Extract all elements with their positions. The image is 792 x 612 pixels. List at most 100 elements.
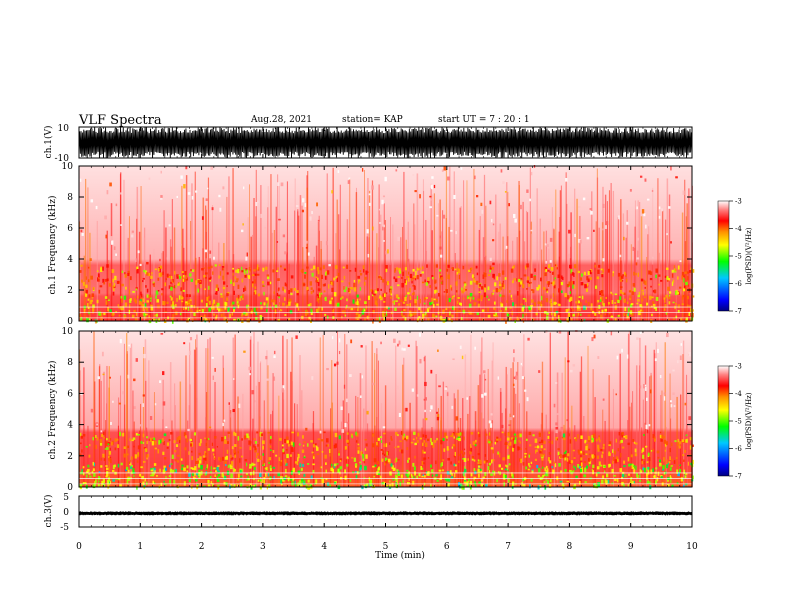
spectrogram-cell [545,260,548,264]
spectrogram-cell [195,460,198,465]
spectrogram-cell [214,264,217,267]
spectrogram-cell [477,298,480,301]
spectrogram-cell [417,268,420,271]
spectrogram-cell [413,476,415,479]
spectrogram-cell [92,461,94,466]
spectrogram-cell [488,462,492,466]
spectrogram-cell [355,440,358,443]
spectrogram-cell [342,266,345,269]
spectrogram-streak [348,413,350,487]
spectrogram-cell [145,454,148,458]
spectrogram-cell [92,307,95,312]
spectrogram-cell [379,295,381,299]
spectrogram-cell [498,273,501,277]
spectrogram-streak [684,179,686,321]
spectrogram-cell [223,281,226,285]
spectrogram-cell [359,461,361,464]
spectrogram-streak [608,190,611,321]
spectrogram-cell [95,479,97,483]
spectrogram-cell [87,266,90,269]
spectrogram-cell [289,298,292,302]
spectrogram-cell [528,282,531,284]
spectrogram-cell [638,310,641,316]
spectrogram-cell [262,267,265,272]
spectrogram-cell [142,280,144,283]
spectrogram-cell [396,385,399,390]
spectrogram-cell [205,467,207,470]
colorbar-tick-label: -7 [735,308,742,316]
spectrogram-cell [586,237,590,240]
spectrogram-cell [580,435,583,440]
spectrogram-cell [247,477,251,481]
spectrogram-streak [87,187,89,321]
spectrogram-cell [403,433,406,437]
spectrogram-cell [623,312,626,317]
spectrogram-cell [285,449,288,451]
spectrogram-streak [598,227,600,321]
spectrogram-cell [338,453,340,456]
spectrogram-cell [105,441,108,444]
spectrogram-cell [216,445,219,448]
spectrogram-streak [374,425,376,487]
spectrogram-cell [203,457,206,461]
spectrogram-cell [573,285,576,289]
spectrogram-cell [194,466,197,471]
spectrogram-cell [277,288,280,292]
spectrogram-cell [607,479,610,484]
spectrogram-streak [321,426,323,487]
spectrogram-cell [600,448,603,452]
spectrogram-streak [445,169,447,321]
spectrogram-cell [651,313,653,317]
spectrogram-cell [270,299,274,303]
spectrogram-cell [648,481,651,484]
spectrogram-cell [455,416,459,421]
spectrogram-cell [622,274,624,277]
spectrogram-cell [670,241,672,244]
spectrogram-streak [619,353,621,487]
spectrogram-cell [359,307,362,311]
spectrogram-cell [240,455,244,458]
spectrogram-cell [241,438,244,441]
spectrogram-cell [599,464,601,467]
spectrogram-cell [677,309,680,313]
spectrogram-cell [518,283,521,287]
spectrogram-cell [139,424,142,427]
spectrogram-cell [626,317,629,320]
spectrogram-cell [411,388,415,392]
spectrogram-cell [435,460,437,465]
spectrogram-cell [198,442,202,447]
spectrogram-cell [473,302,477,306]
spectrogram-cell [470,432,474,435]
spectrogram-cell [132,468,135,473]
spectrogram-cell [355,312,359,316]
spectrogram-cell [429,285,431,288]
spectrogram-cell [207,448,210,451]
spectrogram-cell [411,280,413,284]
spectrogram-cell [223,419,226,422]
spectrogram-cell [415,436,418,440]
spectrogram-cell [553,182,555,186]
spectrogram-cell [277,182,280,186]
spectrogram-streak [198,256,201,321]
spectrogram-cell [365,270,368,275]
spectrogram-cell [394,446,397,449]
spectrogram-cell [338,350,341,355]
spectrogram-cell [189,438,193,442]
spectrogram-cell [612,456,615,461]
spectrogram-cell [458,309,462,313]
spectrogram-cell [176,460,179,463]
spectrogram-cell [412,462,415,467]
spectrogram-cell [578,450,581,455]
spectrogram-cell [100,311,103,316]
spectrogram-cell [467,296,469,300]
spectrogram-cell [319,293,321,298]
spectrogram-cell [590,306,593,310]
spectrogram-cell [181,296,184,300]
spectrogram-cell [97,376,100,380]
spectrogram-streak [449,166,451,321]
spectrogram-cell [365,454,368,459]
spectrogram-cell [125,469,128,472]
spectrogram-cell [274,309,277,314]
spectrogram-cell [526,280,529,284]
spectrogram-cell [149,297,152,300]
